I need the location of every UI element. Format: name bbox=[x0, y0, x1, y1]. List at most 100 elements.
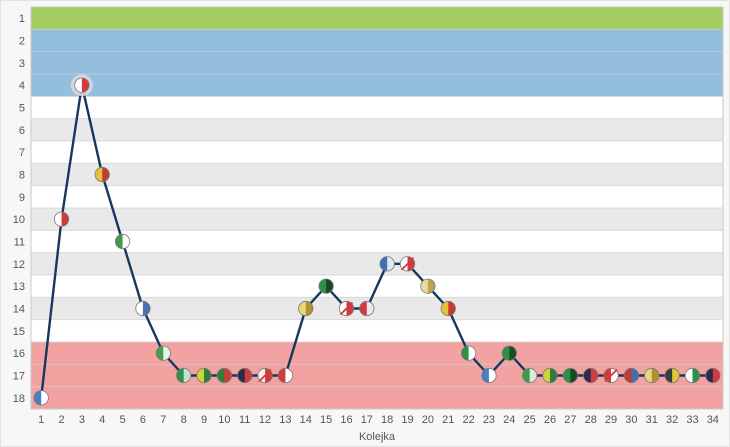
club-crest-icon bbox=[623, 367, 640, 384]
y-tick-label: 8 bbox=[19, 170, 25, 182]
x-tick-label: 34 bbox=[707, 414, 719, 426]
club-crest-icon bbox=[176, 367, 192, 384]
club-crest-icon bbox=[155, 345, 171, 361]
club-crest-icon bbox=[664, 367, 680, 384]
plot-border bbox=[30, 6, 724, 410]
club-crest-icon bbox=[420, 278, 436, 294]
y-tick-label: 6 bbox=[19, 125, 25, 137]
club-crest-icon bbox=[196, 367, 212, 384]
x-tick-label: 11 bbox=[239, 414, 250, 426]
x-tick-label: 18 bbox=[381, 414, 393, 426]
x-tick-label: 32 bbox=[666, 414, 678, 426]
y-tick-label: 7 bbox=[19, 147, 25, 159]
y-tick-label: 10 bbox=[13, 214, 25, 226]
x-tick-label: 19 bbox=[401, 414, 413, 426]
club-crest-icon bbox=[135, 300, 151, 317]
row-stripe bbox=[31, 96, 723, 119]
club-crest-icon bbox=[501, 345, 517, 361]
x-tick-label: 3 bbox=[79, 414, 85, 426]
x-tick-label: 13 bbox=[279, 414, 291, 426]
club-crest-icon bbox=[318, 278, 334, 294]
x-tick-label: 14 bbox=[300, 414, 312, 426]
y-tick-label: 4 bbox=[19, 80, 25, 92]
club-crest-icon bbox=[440, 300, 456, 317]
club-crest-icon bbox=[216, 367, 232, 384]
club-crest-icon bbox=[53, 211, 70, 227]
club-crest-icon bbox=[542, 367, 558, 384]
club-crest-icon bbox=[94, 166, 110, 183]
club-crest-icon bbox=[562, 367, 578, 384]
y-tick-label: 2 bbox=[19, 36, 25, 48]
club-crest-icon bbox=[338, 300, 355, 317]
row-stripe bbox=[31, 297, 723, 320]
club-crest-icon bbox=[583, 367, 599, 384]
club-crest-icon bbox=[684, 367, 701, 384]
club-crest-icon bbox=[237, 367, 253, 384]
x-axis-title: Kolejka bbox=[358, 431, 396, 443]
y-tick-label: 1 bbox=[19, 13, 25, 25]
y-tick-label: 16 bbox=[13, 348, 25, 360]
y-tick-label: 18 bbox=[13, 393, 25, 405]
x-tick-label: 12 bbox=[259, 414, 271, 426]
x-tick-label: 24 bbox=[503, 414, 515, 426]
zone-band-europe-zone bbox=[31, 29, 723, 97]
club-crest-icon bbox=[70, 74, 93, 97]
row-stripe bbox=[31, 230, 723, 253]
x-tick-label: 2 bbox=[58, 414, 64, 426]
x-tick-label: 23 bbox=[483, 414, 495, 426]
club-crest-icon bbox=[481, 367, 497, 384]
x-tick-label: 21 bbox=[442, 414, 454, 426]
x-tick-label: 4 bbox=[99, 414, 105, 426]
y-tick-label: 17 bbox=[13, 371, 25, 383]
club-crest-icon bbox=[399, 256, 416, 272]
x-tick-label: 27 bbox=[564, 414, 576, 426]
x-tick-label: 33 bbox=[686, 414, 698, 426]
x-tick-label: 1 bbox=[38, 414, 44, 426]
row-stripe bbox=[31, 252, 723, 275]
x-tick-label: 7 bbox=[160, 414, 166, 426]
club-crest-icon bbox=[379, 256, 395, 272]
y-tick-label: 9 bbox=[19, 192, 25, 204]
x-tick-label: 8 bbox=[181, 414, 187, 426]
club-crest-icon bbox=[257, 367, 273, 384]
x-tick-label: 30 bbox=[625, 414, 637, 426]
x-tick-label: 28 bbox=[585, 414, 597, 426]
y-tick-label: 14 bbox=[13, 304, 25, 316]
position-line bbox=[39, 83, 715, 400]
club-crest-icon bbox=[33, 390, 49, 406]
row-stripe bbox=[31, 118, 723, 141]
y-tick-label: 3 bbox=[19, 58, 25, 70]
x-tick-label: 26 bbox=[544, 414, 556, 426]
x-tick-label: 17 bbox=[361, 414, 373, 426]
x-tick-label: 5 bbox=[120, 414, 126, 426]
y-tick-label: 12 bbox=[13, 259, 25, 271]
club-crest-icon bbox=[644, 367, 660, 384]
club-crest-icon bbox=[359, 300, 375, 317]
club-crest-icon bbox=[114, 233, 131, 250]
club-crest-icon bbox=[460, 345, 477, 361]
club-crest-icon bbox=[705, 367, 721, 384]
x-tick-label: 29 bbox=[605, 414, 617, 426]
row-stripe bbox=[31, 163, 723, 186]
y-tick-label: 15 bbox=[13, 326, 25, 338]
club-crest-icon bbox=[603, 367, 619, 384]
row-stripe bbox=[31, 185, 723, 208]
club-crest-icon bbox=[522, 367, 538, 384]
club-crest-icon bbox=[298, 300, 314, 317]
x-tick-label: 15 bbox=[320, 414, 332, 426]
club-crest-icon bbox=[277, 367, 294, 384]
y-tick-label: 5 bbox=[19, 103, 25, 115]
x-tick-label: 20 bbox=[422, 414, 434, 426]
x-tick-label: 31 bbox=[646, 414, 658, 426]
x-tick-label: 25 bbox=[524, 414, 536, 426]
y-tick-label: 11 bbox=[14, 237, 25, 249]
x-tick-label: 6 bbox=[140, 414, 146, 426]
zone-band-champion-zone bbox=[31, 7, 723, 30]
x-tick-label: 16 bbox=[340, 414, 352, 426]
row-stripe bbox=[31, 319, 723, 342]
row-stripe bbox=[31, 208, 723, 231]
x-tick-label: 22 bbox=[462, 414, 474, 426]
row-stripe bbox=[31, 141, 723, 164]
